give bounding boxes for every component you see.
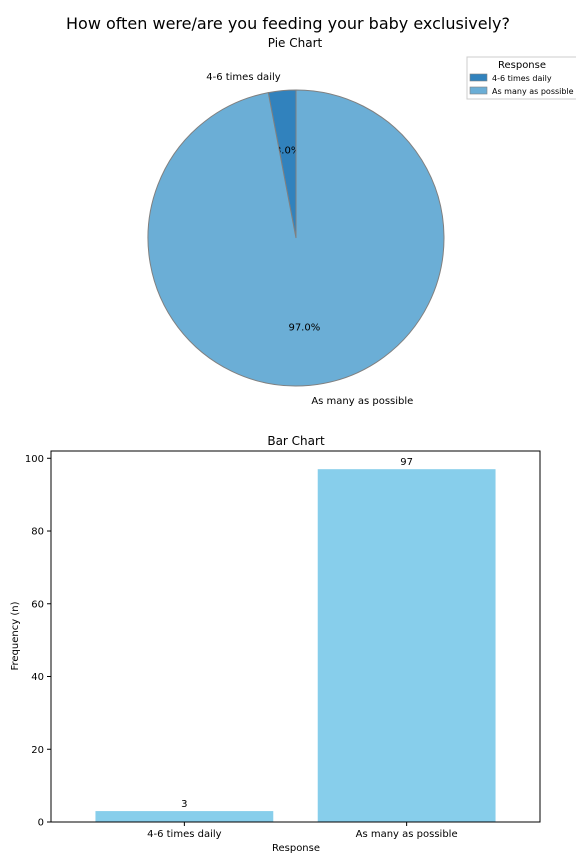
x-tick-label: 4-6 times daily — [147, 829, 222, 840]
legend-entry-label: 4-6 times daily — [492, 74, 552, 83]
pie-chart-title: Pie Chart — [268, 36, 323, 50]
pie-slice-as-many-as-possible — [147, 89, 445, 387]
y-tick-label: 20 — [31, 745, 44, 756]
y-tick-label: 80 — [31, 527, 44, 538]
bar-chart-ylabel: Frequency (n) — [10, 601, 21, 670]
y-tick-label: 100 — [25, 454, 44, 465]
pie-pct-label: 3.0% — [275, 146, 300, 157]
bar-value-label: 3 — [181, 799, 187, 810]
pie-chart: Pie Chart 3.0% 4-6 times daily 97.0% As man… — [147, 36, 445, 407]
pie-category-label: 4-6 times daily — [206, 72, 281, 83]
bar-chart: Bar Chart Response Frequency (n) 0 20 40 60… — [10, 434, 541, 854]
pie-legend: Response 4-6 times daily As many as possi… — [466, 56, 576, 100]
bar-as-many-as-possible — [317, 469, 496, 822]
legend-title: Response — [498, 60, 546, 71]
y-tick-label: 40 — [31, 672, 44, 683]
legend-swatch — [469, 73, 488, 82]
y-tick-label: 0 — [38, 818, 44, 829]
bar-value-label: 97 — [400, 457, 413, 468]
pie-category-label: As many as possible — [311, 396, 413, 407]
pie-pct-label: 97.0% — [288, 322, 320, 333]
bar-chart-xlabel: Response — [272, 843, 320, 854]
bar-chart-title: Bar Chart — [267, 434, 325, 448]
x-tick-label: As many as possible — [356, 829, 458, 840]
legend-entry-label: As many as possible — [492, 87, 574, 96]
legend-swatch — [469, 86, 488, 95]
figure-title: How often were/are you feeding your baby… — [66, 14, 510, 33]
plot-frame — [50, 450, 541, 823]
bar-4-6-times-daily — [95, 811, 274, 822]
y-tick-label: 60 — [31, 599, 44, 610]
